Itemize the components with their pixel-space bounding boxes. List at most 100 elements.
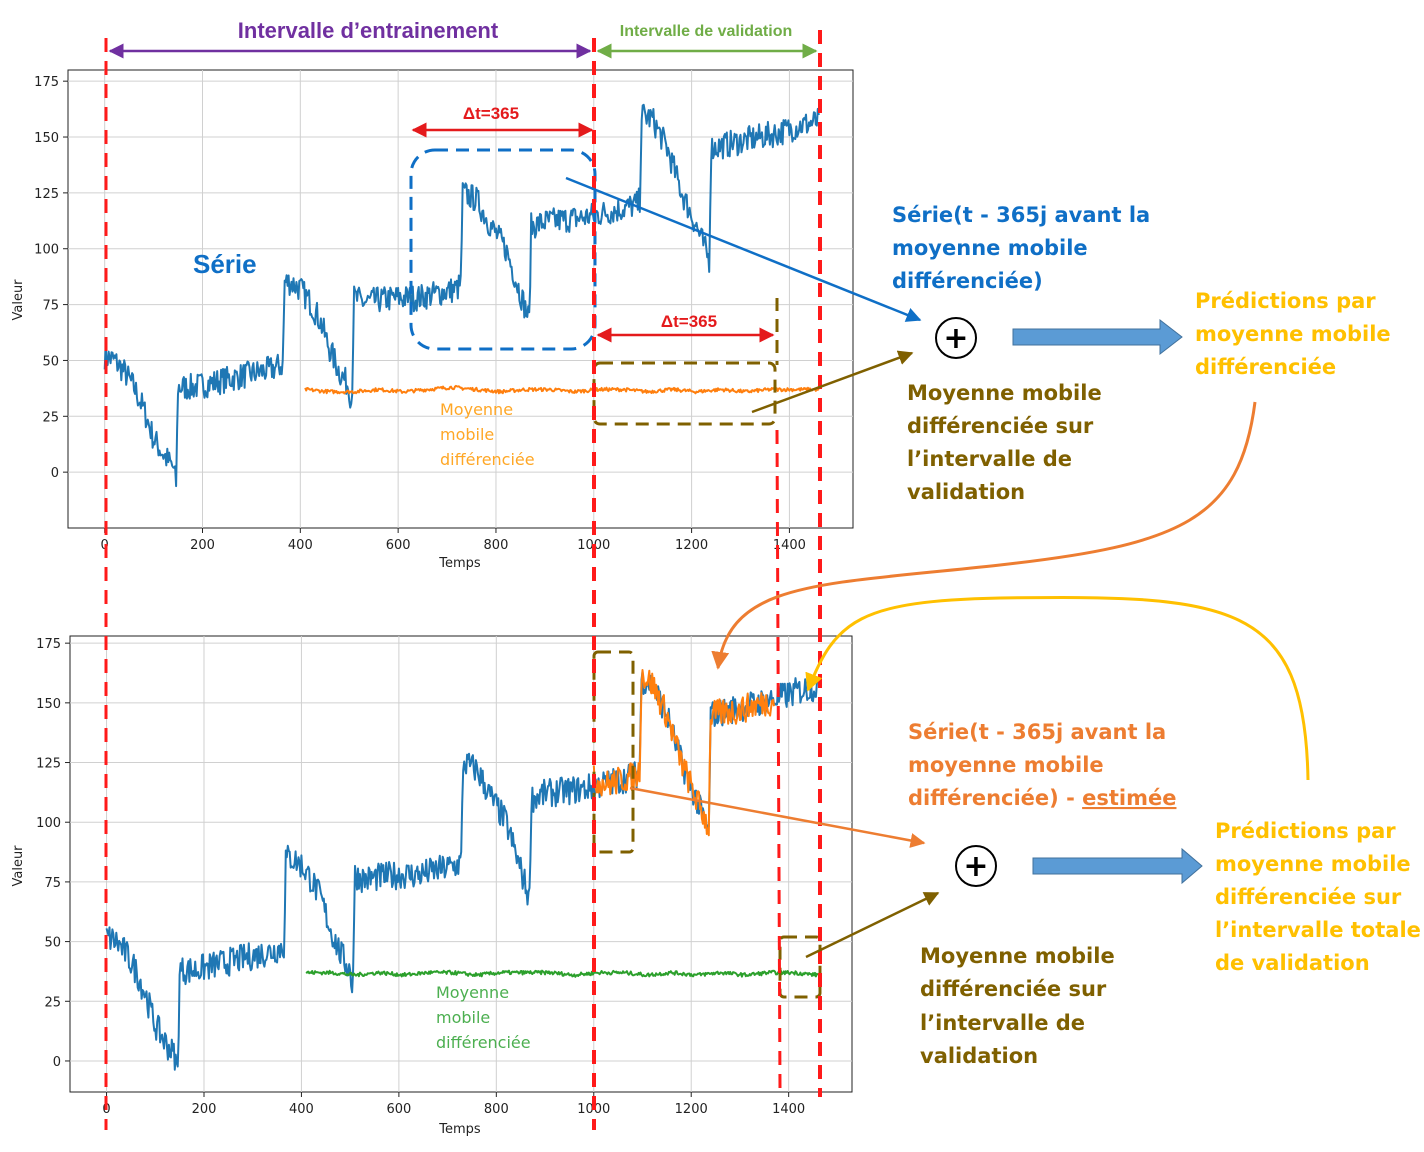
- bottom-result-annotation: Prédictions par moyenne mobile différenc…: [1215, 819, 1421, 975]
- top-blue-arrow: [565, 176, 922, 322]
- bottom-orange-line: Série(t - 365j avant la: [908, 720, 1166, 744]
- bottom-ytick-label: 150: [36, 697, 61, 712]
- bottom-xtick-label: 600: [386, 1102, 411, 1117]
- top-ytick-label: 150: [34, 131, 59, 146]
- bottom-orange-line: différenciée) - estimée: [908, 786, 1176, 810]
- top-result-line: moyenne mobile: [1195, 322, 1391, 346]
- training-interval-label: Intervalle d’entrainement: [238, 18, 499, 43]
- bottom-orange-line: moyenne mobile: [908, 753, 1104, 777]
- bottom-result-line: de validation: [1215, 951, 1370, 975]
- top-ytick-label: 175: [34, 75, 59, 90]
- top-ylabel: Valeur: [11, 279, 26, 321]
- bottom-ytick-label: 0: [53, 1055, 61, 1070]
- bottom-xlabel: Temps: [438, 1122, 481, 1137]
- bottom-ytick-label: 25: [44, 995, 61, 1010]
- top-plus-icon: +: [935, 317, 977, 359]
- bottom-xtick-label: 400: [289, 1102, 314, 1117]
- top-brown-line: différenciée sur: [907, 414, 1094, 438]
- top-grid: [68, 70, 853, 528]
- bottom-brown-line: Moyenne mobile: [920, 944, 1115, 968]
- bottom-series-s-rie-estim-e: [592, 669, 775, 837]
- top-plus-glyph: +: [943, 321, 968, 356]
- orange-curve-arrow: [711, 401, 1257, 670]
- top-blue-line: moyenne mobile: [892, 236, 1088, 260]
- bottom-plus-glyph: +: [963, 849, 988, 884]
- bottom-brown-annotation: Moyenne mobile différenciée sur l’interv…: [920, 944, 1115, 1068]
- top-ytick-label: 100: [34, 243, 59, 258]
- top-brown-line: Moyenne mobile: [907, 381, 1102, 405]
- top-ytick-label: 75: [42, 299, 59, 314]
- bottom-ma-label-line: différenciée: [436, 1033, 531, 1052]
- bottom-brown-line: l’intervalle de: [920, 1011, 1085, 1035]
- bottom-plus-circle: [955, 845, 997, 887]
- top-ma-label-line: différenciée: [440, 450, 535, 469]
- top-fat-arrow: [1012, 318, 1183, 356]
- bottom-result-line: moyenne mobile: [1215, 852, 1411, 876]
- marker-ma-end: [775, 429, 782, 1091]
- bottom-fat-arrow: [1032, 847, 1203, 885]
- bottom-xtick-label: 1200: [675, 1102, 708, 1117]
- top-window-box: [409, 148, 597, 351]
- top-xtick-label: 1400: [773, 538, 806, 553]
- top-ytick-label: 25: [42, 410, 59, 425]
- bottom-ytick-label: 75: [44, 876, 61, 891]
- bottom-result-line: Prédictions par: [1215, 819, 1396, 843]
- bottom-ma-label-line: mobile: [436, 1008, 490, 1027]
- top-ytick-label: 50: [42, 354, 59, 369]
- top-chart: 0200400600800100012001400025507510012515…: [11, 69, 854, 571]
- bottom-xtick-label: 200: [192, 1102, 217, 1117]
- bottom-orange-annotation: Série(t - 365j avant la moyenne mobile d…: [908, 720, 1176, 810]
- bottom-ylabel: Valeur: [11, 845, 26, 887]
- bottom-ma-label-line: Moyenne: [436, 983, 509, 1002]
- top-xtick-label: 800: [484, 538, 509, 553]
- top-series-label: Série: [193, 249, 257, 279]
- top-ma-label-line: mobile: [440, 425, 494, 444]
- top-blue-annotation: Série(t - 365j avant la moyenne mobile d…: [892, 203, 1150, 293]
- bottom-brown-line: validation: [920, 1044, 1038, 1068]
- validation-interval-label: Intervalle de validation: [620, 23, 793, 40]
- bottom-ma-box: [778, 935, 822, 999]
- interval-markers: [104, 30, 822, 1130]
- bottom-ytick-label: 50: [44, 936, 61, 951]
- bottom-plus-icon: +: [955, 845, 997, 887]
- top-lines: [103, 103, 820, 488]
- top-ma-label-line: Moyenne: [440, 400, 513, 419]
- bottom-ytick-label: 100: [36, 816, 61, 831]
- top-brown-annotation: Moyenne mobile différenciée sur l’interv…: [907, 381, 1102, 504]
- bottom-ytick-label: 125: [36, 757, 61, 772]
- top-ytick-label: 0: [51, 466, 59, 481]
- bottom-ticks: 0200400600800100012001400025507510012515…: [36, 637, 805, 1117]
- bottom-result-line: l’intervalle totale: [1215, 918, 1421, 942]
- top-result-annotation: Prédictions par moyenne mobile différenc…: [1195, 289, 1391, 379]
- top-xlabel: Temps: [438, 556, 481, 571]
- bottom-ytick-label: 175: [36, 637, 61, 652]
- top-blue-line: Série(t - 365j avant la: [892, 203, 1150, 227]
- top-brown-line: l’intervalle de: [907, 447, 1072, 471]
- top-plus-circle: [935, 317, 977, 359]
- top-delta-label-2: Δt=365: [661, 312, 717, 331]
- bottom-xtick-label: 800: [484, 1102, 509, 1117]
- top-result-line: différenciée: [1195, 355, 1336, 379]
- top-ytick-label: 125: [34, 187, 59, 202]
- top-xtick-label: 600: [386, 538, 411, 553]
- top-brown-line: validation: [907, 480, 1025, 504]
- top-blue-line: différenciée): [892, 269, 1043, 293]
- top-xtick-label: 1200: [675, 538, 708, 553]
- bottom-moving-avg-label: Moyenne mobile différenciée: [436, 983, 531, 1052]
- bottom-brown-arrow: [805, 891, 940, 959]
- bottom-xtick-label: 1400: [772, 1102, 805, 1117]
- top-xtick-label: 400: [288, 538, 313, 553]
- top-brown-arrow: [751, 350, 914, 414]
- bottom-orange-tail: différenciée) -: [908, 786, 1082, 810]
- bottom-orange-underlined: estimée: [1082, 786, 1176, 810]
- top-validation-ma-box: [592, 361, 777, 426]
- top-result-line: Prédictions par: [1195, 289, 1376, 313]
- top-xtick-label: 200: [190, 538, 215, 553]
- top-delta-label-1: Δt=365: [463, 104, 519, 123]
- yellow-curve-arrow: [805, 596, 1310, 781]
- top-moving-avg-label: Moyenne mobile différenciée: [440, 400, 535, 469]
- bottom-series-moyenne-mobile-diff-renci-e: [305, 969, 819, 978]
- bottom-result-line: différenciée sur: [1215, 885, 1402, 909]
- bottom-brown-line: différenciée sur: [920, 977, 1107, 1001]
